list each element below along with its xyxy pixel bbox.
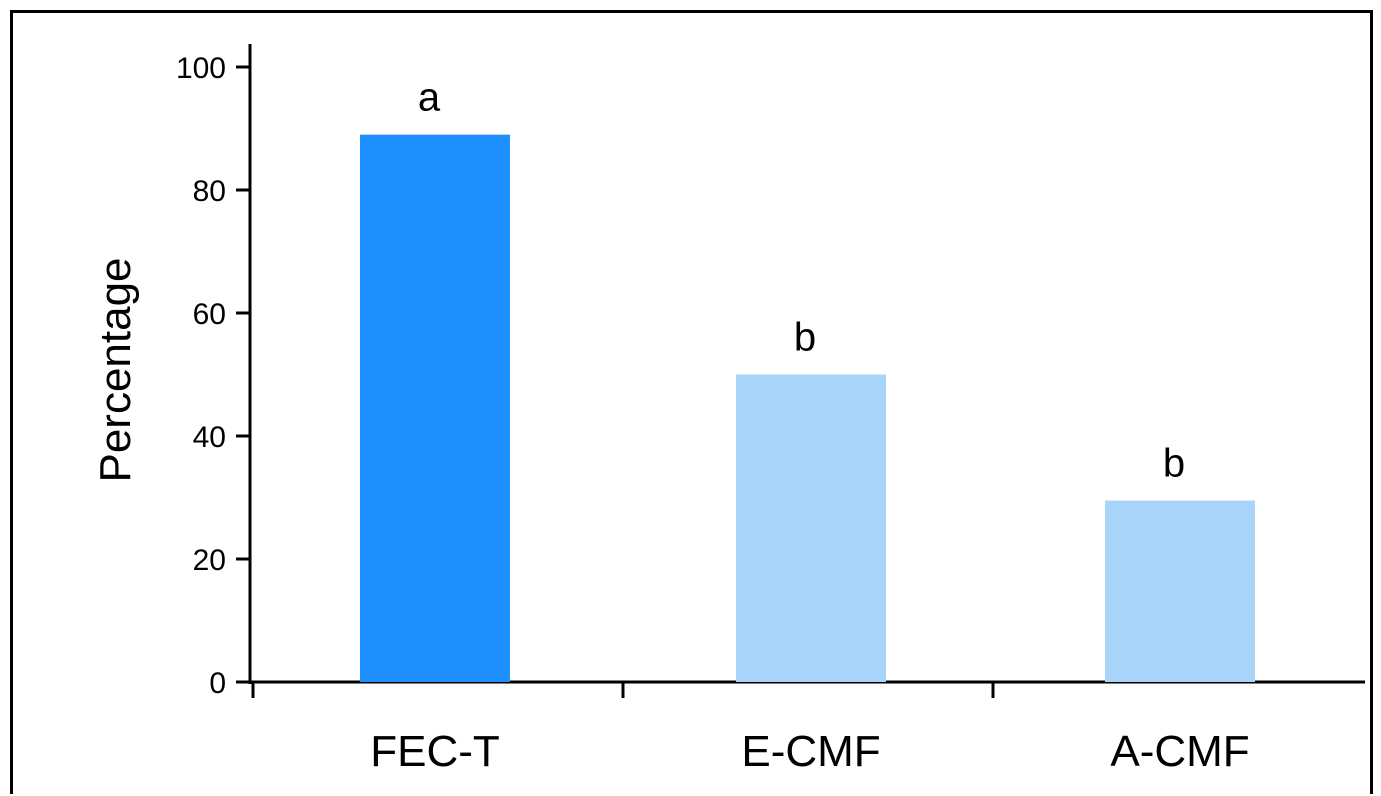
y-axis: 0 20 40 60 80 100 [176, 44, 252, 700]
bars [360, 134, 1255, 682]
y-axis-title: Percentage [91, 257, 140, 482]
y-tick-label: 60 [193, 298, 226, 331]
bar-annotation: b [1163, 442, 1185, 486]
x-tick-label: E-CMF [741, 727, 880, 776]
y-tick-label: 40 [193, 421, 226, 454]
x-axis: FEC-T E-CMF A-CMF [248, 680, 1365, 776]
y-tick-label: 80 [193, 175, 226, 208]
y-tick-label: 20 [193, 544, 226, 577]
chart-frame [10, 10, 1373, 794]
bar-annotation: b [794, 316, 816, 360]
bar-e-cmf [736, 374, 886, 682]
x-tick-label: A-CMF [1110, 727, 1249, 776]
x-tick-label: FEC-T [370, 727, 500, 776]
bar-annotations: a b b [418, 76, 1185, 486]
bar-a-cmf [1105, 500, 1255, 682]
bar-fec-t [360, 134, 510, 682]
bar-annotation: a [418, 76, 441, 120]
y-tick-label: 0 [209, 667, 226, 700]
y-tick-label: 100 [176, 52, 226, 85]
